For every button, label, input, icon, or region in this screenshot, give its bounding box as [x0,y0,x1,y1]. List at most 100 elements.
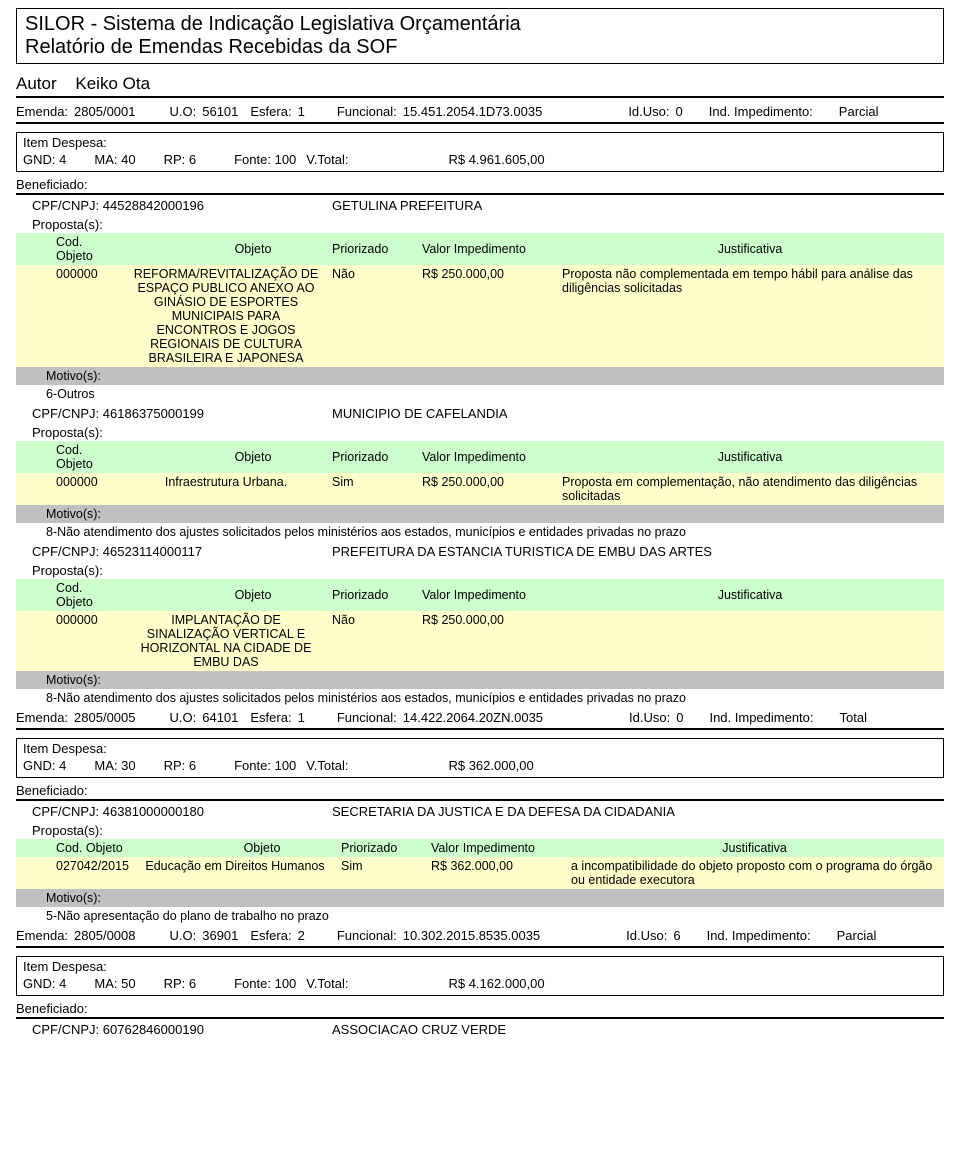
gnd-value: 4 [59,976,66,991]
table-row: 000000REFORMA/REVITALIZAÇÃO DE ESPAÇO PU… [16,265,944,367]
motivo-label-row: Motivo(s): [16,671,944,689]
motivo-text-row: 5-Não apresentação do plano de trabalho … [16,907,944,925]
vtotal-label: V.Total: [306,152,348,167]
esfera-value: 1 [298,710,305,725]
ma-label: MA: [94,758,117,773]
fonte-value: 100 [275,152,297,167]
th-valor: Valor Impedimento [425,839,565,857]
uo-value: 56101 [202,104,238,119]
func-value: 14.422.2064.20ZN.0035 [403,710,543,725]
propostas-label: Proposta(s): [16,562,944,579]
rp-label: RP: [164,152,186,167]
gnd-label: GND: [23,976,56,991]
autor-label: Autor [16,74,57,93]
system-title: SILOR - Sistema de Indicação Legislativa… [25,13,935,36]
fonte-value: 100 [275,758,297,773]
cpf-value: 60762846000190 [103,1022,204,1037]
emenda-row: Emenda:2805/0005U.O:64101Esfera:1Funcion… [16,707,944,730]
motivo-label-row: Motivo(s): [16,505,944,523]
th-prio: Priorizado [335,839,425,857]
vtotal-value: R$ 4.961.605,00 [448,152,544,167]
th-obj: Objeto [126,233,326,265]
motivo-text-row: 8-Não atendimento dos ajustes solicitado… [16,689,944,707]
ma-label: MA: [94,976,117,991]
uo-value: 64101 [202,710,238,725]
table-row: 000000Infraestrutura Urbana.SimR$ 250.00… [16,473,944,505]
iduso-value: 6 [673,928,680,943]
esfera-label: Esfera: [250,710,291,725]
fonte-label: Fonte: [234,758,271,773]
cpf-line: CPF/CNPJ: 46523114000117PREFEITURA DA ES… [16,541,944,562]
th-valor: Valor Impedimento [416,233,556,265]
ma-value: 30 [121,758,135,773]
motivo-label: Motivo(s): [16,889,944,907]
cpf-value: 46523114000117 [103,544,202,559]
td-valor: R$ 250.000,00 [416,611,556,671]
motivo-label-row: Motivo(s): [16,889,944,907]
proposta-table: Cod. ObjetoObjetoPriorizadoValor Impedim… [16,441,944,541]
propostas-label: Proposta(s): [16,822,944,839]
esfera-label: Esfera: [250,928,291,943]
motivo-label: Motivo(s): [16,505,944,523]
th-just: Justificativa [556,441,944,473]
beneficiado-label: Beneficiado: [16,782,944,801]
th-obj: Objeto [126,579,326,611]
cpf-label: CPF/CNPJ: [32,406,99,421]
iduso-value: 0 [676,710,683,725]
td-prio: Não [326,611,416,671]
esfera-label: Esfera: [250,104,291,119]
table-header: Cod. ObjetoObjetoPriorizadoValor Impedim… [16,233,944,265]
beneficiado-name: MUNICIPIO DE CAFELANDIA [332,406,508,421]
proposta-table: Cod. ObjetoObjetoPriorizadoValor Impedim… [16,579,944,707]
th-cod: Cod. Objeto [16,441,126,473]
beneficiado-name: GETULINA PREFEITURA [332,198,482,213]
autor-row: Autor Keiko Ota [16,74,944,98]
table-row: 027042/2015Educação em Direitos HumanosS… [16,857,944,889]
item-despesa-label: Item Despesa: [23,135,937,150]
func-label: Funcional: [337,928,397,943]
table-header: Cod. ObjetoObjetoPriorizadoValor Impedim… [16,839,944,857]
item-despesa-box: Item Despesa:GND: 4MA: 50RP: 6Fonte: 100… [16,956,944,996]
table-row: 000000IMPLANTAÇÃO DE SINALIZAÇÃO VERTICA… [16,611,944,671]
gnd-value: 4 [59,758,66,773]
td-obj: Infraestrutura Urbana. [126,473,326,505]
cpf-label: CPF/CNPJ: [32,198,99,213]
td-just [556,611,944,671]
emenda-num: 2805/0008 [74,928,135,943]
th-cod: Cod. Objeto [16,579,126,611]
vtotal-label: V.Total: [306,976,348,991]
table-header: Cod. ObjetoObjetoPriorizadoValor Impedim… [16,441,944,473]
func-label: Funcional: [337,710,397,725]
proposta-table: Cod. ObjetoObjetoPriorizadoValor Impedim… [16,839,944,925]
esfera-value: 2 [298,928,305,943]
uo-label: U.O: [170,710,197,725]
rp-label: RP: [164,976,186,991]
vtotal-value: R$ 4.162.000,00 [448,976,544,991]
gnd-value: 4 [59,152,66,167]
item-despesa-label: Item Despesa: [23,959,937,974]
th-cod: Cod. Objeto [16,839,135,857]
vtotal-label: V.Total: [306,758,348,773]
td-cod: 000000 [16,611,126,671]
cpf-line: CPF/CNPJ: 60762846000190ASSOCIACAO CRUZ … [16,1019,944,1040]
imp-value: Parcial [839,104,879,119]
emenda-label: Emenda: [16,104,68,119]
proposta-table: Cod. ObjetoObjetoPriorizadoValor Impedim… [16,233,944,403]
cpf-value: 46381000000180 [103,804,204,819]
td-valor: R$ 362.000,00 [425,857,565,889]
emenda-row: Emenda:2805/0008U.O:36901Esfera:2Funcion… [16,925,944,948]
td-just: Proposta não complementada em tempo hábi… [556,265,944,367]
iduso-label: Id.Uso: [628,104,669,119]
table-header: Cod. ObjetoObjetoPriorizadoValor Impedim… [16,579,944,611]
td-cod: 000000 [16,265,126,367]
motivo-text-row: 6-Outros [16,385,944,403]
td-cod: 027042/2015 [16,857,135,889]
th-cod: Cod. Objeto [16,233,126,265]
td-prio: Sim [335,857,425,889]
iduso-label: Id.Uso: [629,710,670,725]
vtotal-value: R$ 362.000,00 [448,758,533,773]
motivo-text: 8-Não atendimento dos ajustes solicitado… [16,523,944,541]
rp-label: RP: [164,758,186,773]
th-obj: Objeto [135,839,335,857]
esfera-value: 1 [298,104,305,119]
